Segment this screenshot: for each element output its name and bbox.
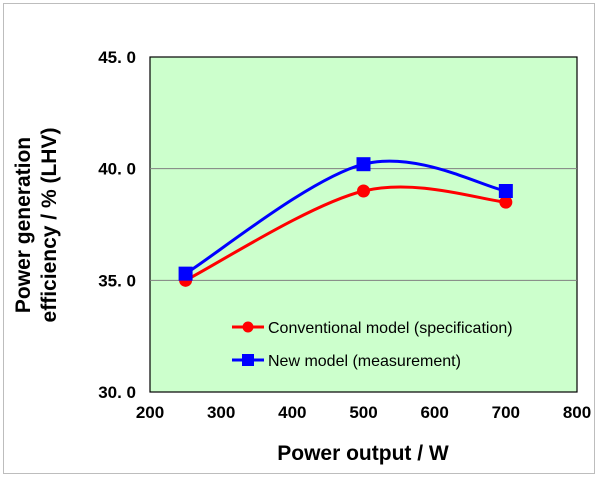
series-new <box>178 157 513 281</box>
x-tick-label: 200 <box>136 403 164 422</box>
data-point-new <box>356 157 371 172</box>
legend-marker-conventional <box>242 321 254 333</box>
x-axis-title: Power output / W <box>277 442 449 465</box>
series-conventional <box>179 184 513 287</box>
x-tick-label: 400 <box>278 403 306 422</box>
legend-entry-new: New model (measurement) <box>232 353 461 370</box>
y-tick-label: 45. 0 <box>98 48 136 67</box>
plot-area <box>149 56 578 393</box>
data-point-new <box>178 266 193 281</box>
legend-label-conventional: Conventional model (specification) <box>268 320 513 337</box>
x-tick-label: 500 <box>349 403 377 422</box>
legend-entry-conventional: Conventional model (specification) <box>232 320 513 337</box>
y-tick-label: 30. 0 <box>98 383 136 402</box>
data-point-conventional <box>499 195 513 209</box>
series-layer <box>178 157 513 287</box>
y-axis-title-line1: Power generation <box>12 137 35 313</box>
legend-marker-new <box>242 354 254 366</box>
legend: Conventional model (specification) New m… <box>232 320 513 370</box>
x-tick-label: 800 <box>563 403 591 422</box>
legend-label-new: New model (measurement) <box>268 353 461 370</box>
y-axis-title: Power generation efficiency / % (LHV) <box>12 128 61 323</box>
y-tick-label: 35. 0 <box>98 271 136 290</box>
x-tick-label: 700 <box>492 403 520 422</box>
x-tick-label: 600 <box>420 403 448 422</box>
x-tick-label: 300 <box>207 403 235 422</box>
y-tick-labels: 30. 0 35. 0 40. 0 45. 0 <box>98 48 136 402</box>
y-tick-label: 40. 0 <box>98 160 136 179</box>
data-point-conventional <box>357 184 370 198</box>
data-point-new <box>498 184 513 198</box>
y-axis-title-line2: efficiency / % (LHV) <box>38 128 61 323</box>
x-tick-labels: 200 300 400 500 600 700 800 <box>136 403 591 422</box>
